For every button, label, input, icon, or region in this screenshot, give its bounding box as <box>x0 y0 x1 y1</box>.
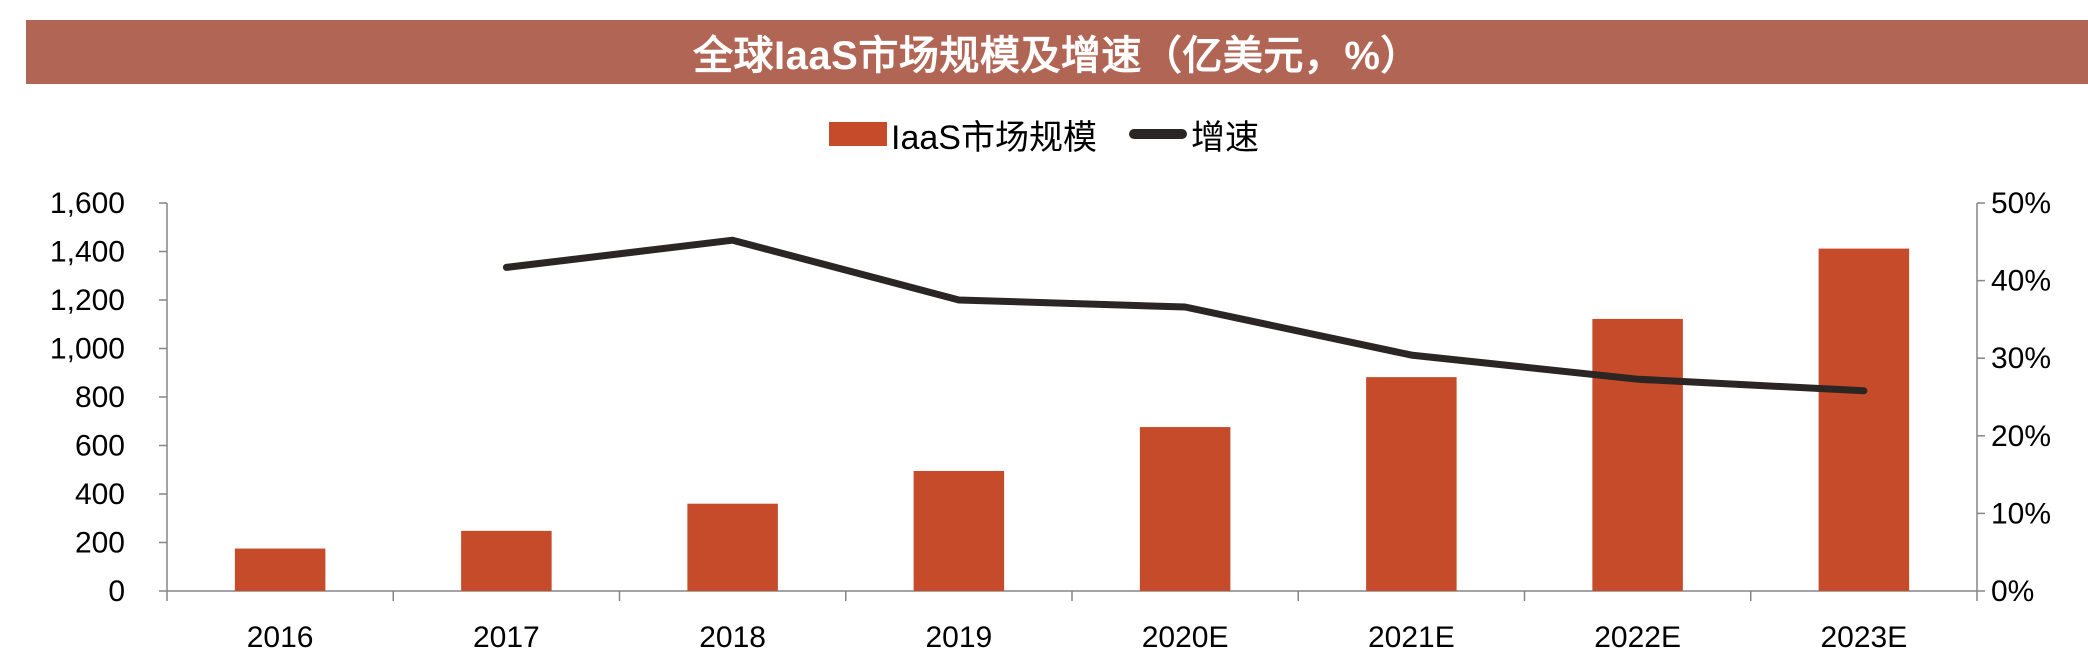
y-tick-label-left: 200 <box>75 527 125 560</box>
x-tick-label: 2016 <box>247 621 314 654</box>
bar <box>1139 427 1231 591</box>
y-tick-label-right: 50% <box>1991 187 2051 220</box>
chart-title-bar: 全球IaaS市场规模及增速（亿美元，%） <box>26 20 2088 84</box>
y-tick-label-left: 1,200 <box>50 284 125 317</box>
y-tick-label-left: 1,400 <box>50 236 125 269</box>
y-tick-label-right: 30% <box>1991 342 2051 375</box>
y-tick-label-right: 10% <box>1991 497 2051 530</box>
y-tick-label-right: 20% <box>1991 420 2051 453</box>
chart-legend: IaaS市场规模 增速 <box>0 110 2088 158</box>
x-tick-label: 2021E <box>1368 621 1455 654</box>
y-tick-label-left: 600 <box>75 430 125 463</box>
x-tick-label: 2019 <box>926 621 993 654</box>
y-tick-label-left: 400 <box>75 478 125 511</box>
growth-line <box>502 236 1868 395</box>
bar <box>1366 377 1457 591</box>
y-tick-label-left: 800 <box>75 381 125 414</box>
legend-bar-label: IaaS市场规模 <box>891 118 1097 157</box>
x-tick-label: 2020E <box>1142 621 1229 654</box>
x-tick-label: 2022E <box>1594 621 1681 654</box>
x-tick-label: 2017 <box>473 621 540 654</box>
legend-line-swatch <box>1128 129 1187 139</box>
bar <box>461 530 552 591</box>
y-tick-label-right: 40% <box>1991 265 2051 298</box>
bar <box>234 548 326 591</box>
y-tick-label-left: 1,600 <box>50 187 125 220</box>
legend-bar-swatch <box>829 122 888 146</box>
bar <box>1818 248 1910 591</box>
y-tick-label-left: 1,000 <box>50 333 125 366</box>
bar <box>913 470 1005 591</box>
legend-line-label: 增速 <box>1190 118 1259 157</box>
bar <box>1592 318 1683 591</box>
legend-item-bar: IaaS市场规模 <box>829 110 1097 159</box>
chart-title: 全球IaaS市场规模及增速（亿美元，%） <box>693 34 1421 78</box>
y-tick-label-right: 0% <box>1991 575 2034 608</box>
x-tick-label: 2023E <box>1821 621 1908 654</box>
x-tick-label: 2018 <box>699 621 766 654</box>
y-tick-label-left: 0 <box>108 575 125 608</box>
bar <box>687 503 778 591</box>
legend-item-line: 增速 <box>1128 110 1259 159</box>
